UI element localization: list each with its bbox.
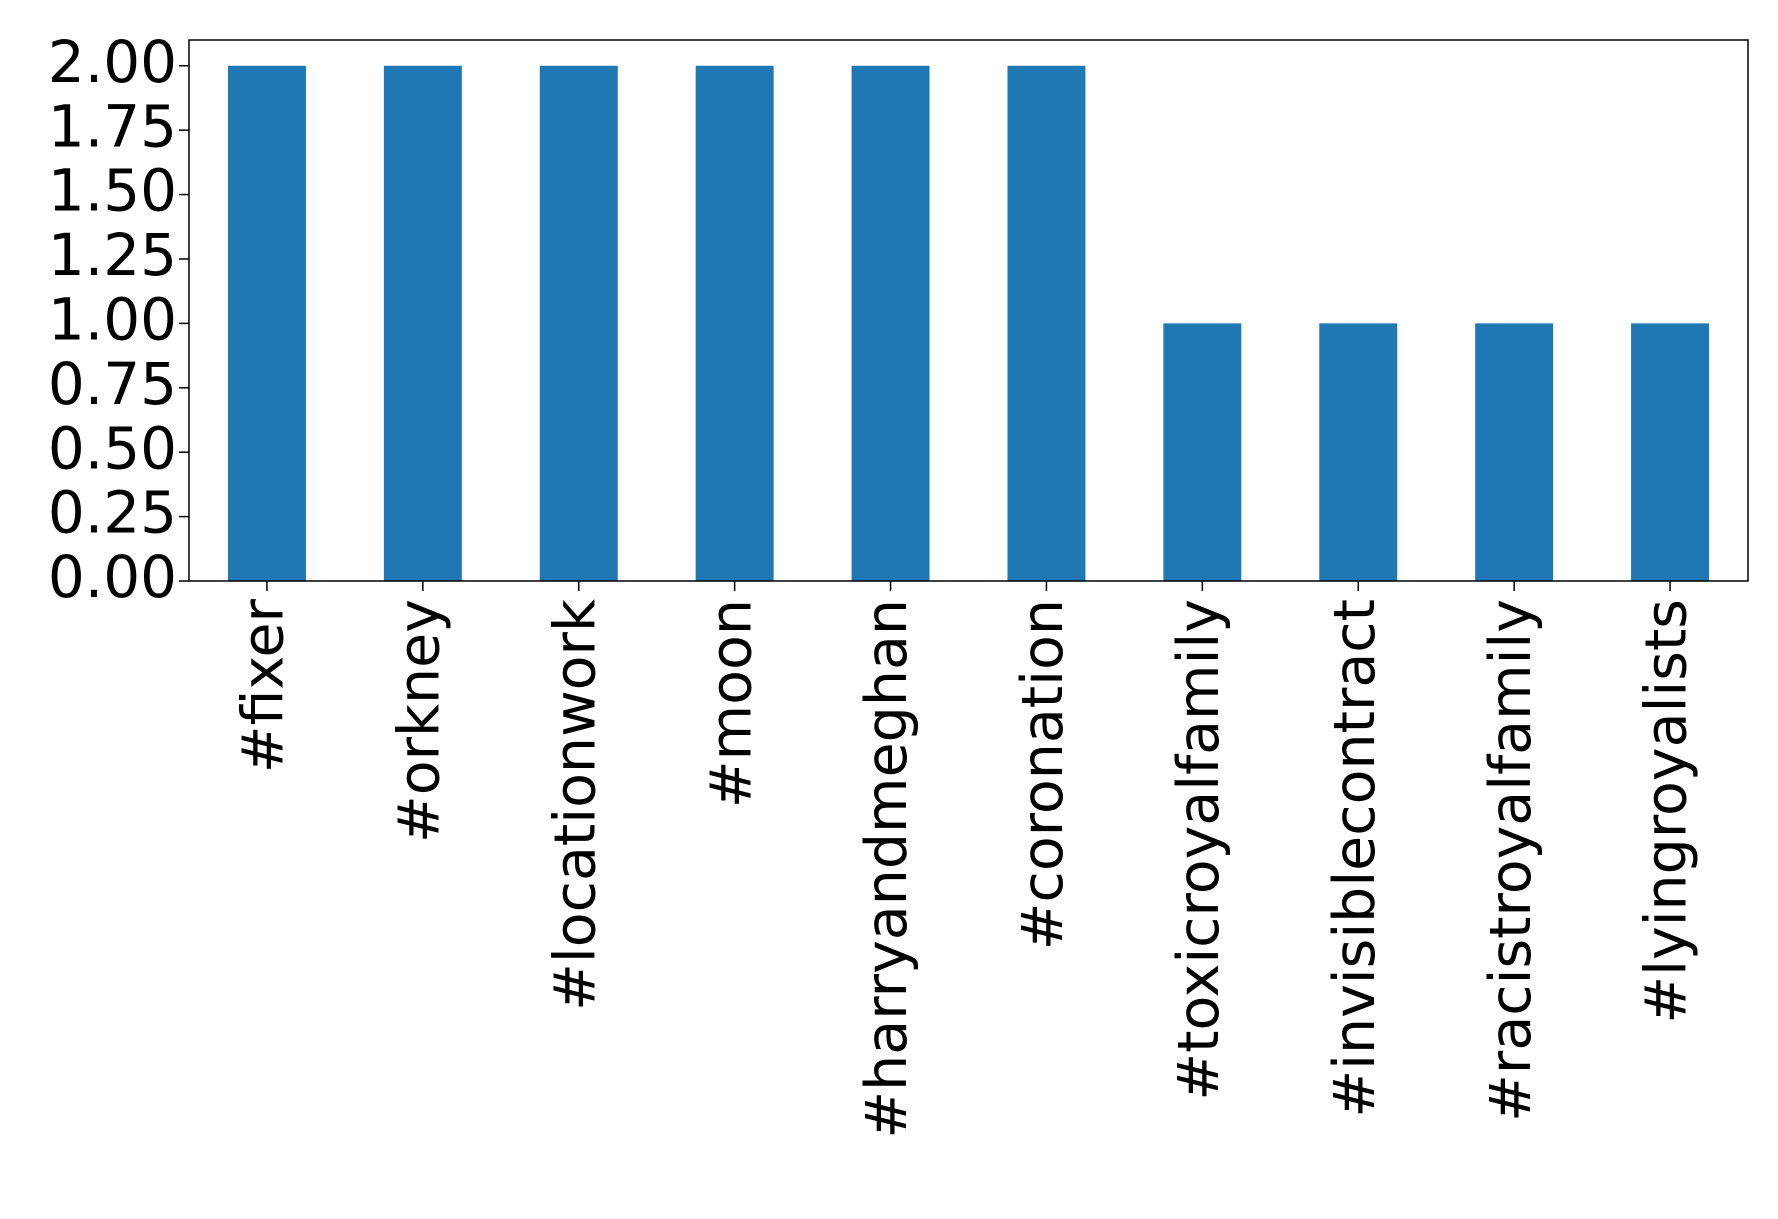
- bar: [695, 65, 774, 581]
- x-tick-label: #locationwork: [542, 599, 608, 1011]
- y-tick-label: 1.25: [48, 221, 177, 289]
- x-tick-label: #orkney: [386, 599, 452, 843]
- bar: [539, 65, 618, 581]
- bar: [851, 65, 930, 581]
- bar: [1007, 65, 1086, 581]
- x-tick-label: #fixer: [231, 598, 297, 773]
- bar: [1631, 323, 1710, 581]
- y-tick-label: 0.25: [48, 479, 177, 547]
- x-tick-label: #moon: [698, 599, 764, 808]
- y-tick-label: 1.50: [48, 157, 177, 225]
- y-tick-label: 0.50: [48, 414, 177, 482]
- x-tick-label: #toxicroyalfamily: [1166, 599, 1232, 1101]
- x-tick-label: #lyingroyalists: [1634, 599, 1700, 1024]
- bar: [1475, 323, 1554, 581]
- y-tick-label: 1.75: [48, 92, 177, 160]
- y-tick-label: 0.00: [48, 543, 177, 611]
- x-tick-label: #invisiblecontract: [1322, 599, 1388, 1118]
- y-tick-label: 1.00: [48, 285, 177, 353]
- y-tick-label: 2.00: [48, 28, 177, 96]
- x-tick-label: #coronation: [1010, 599, 1076, 950]
- y-tick-label: 0.75: [48, 350, 177, 418]
- bar: [383, 65, 462, 581]
- bar: [1163, 323, 1242, 581]
- x-tick-label: #harryandmeghan: [854, 599, 920, 1139]
- bar: [227, 65, 306, 581]
- plot-frame: [188, 39, 1749, 582]
- x-tick-label: #racistroyalfamily: [1478, 599, 1544, 1122]
- bar: [1319, 323, 1398, 581]
